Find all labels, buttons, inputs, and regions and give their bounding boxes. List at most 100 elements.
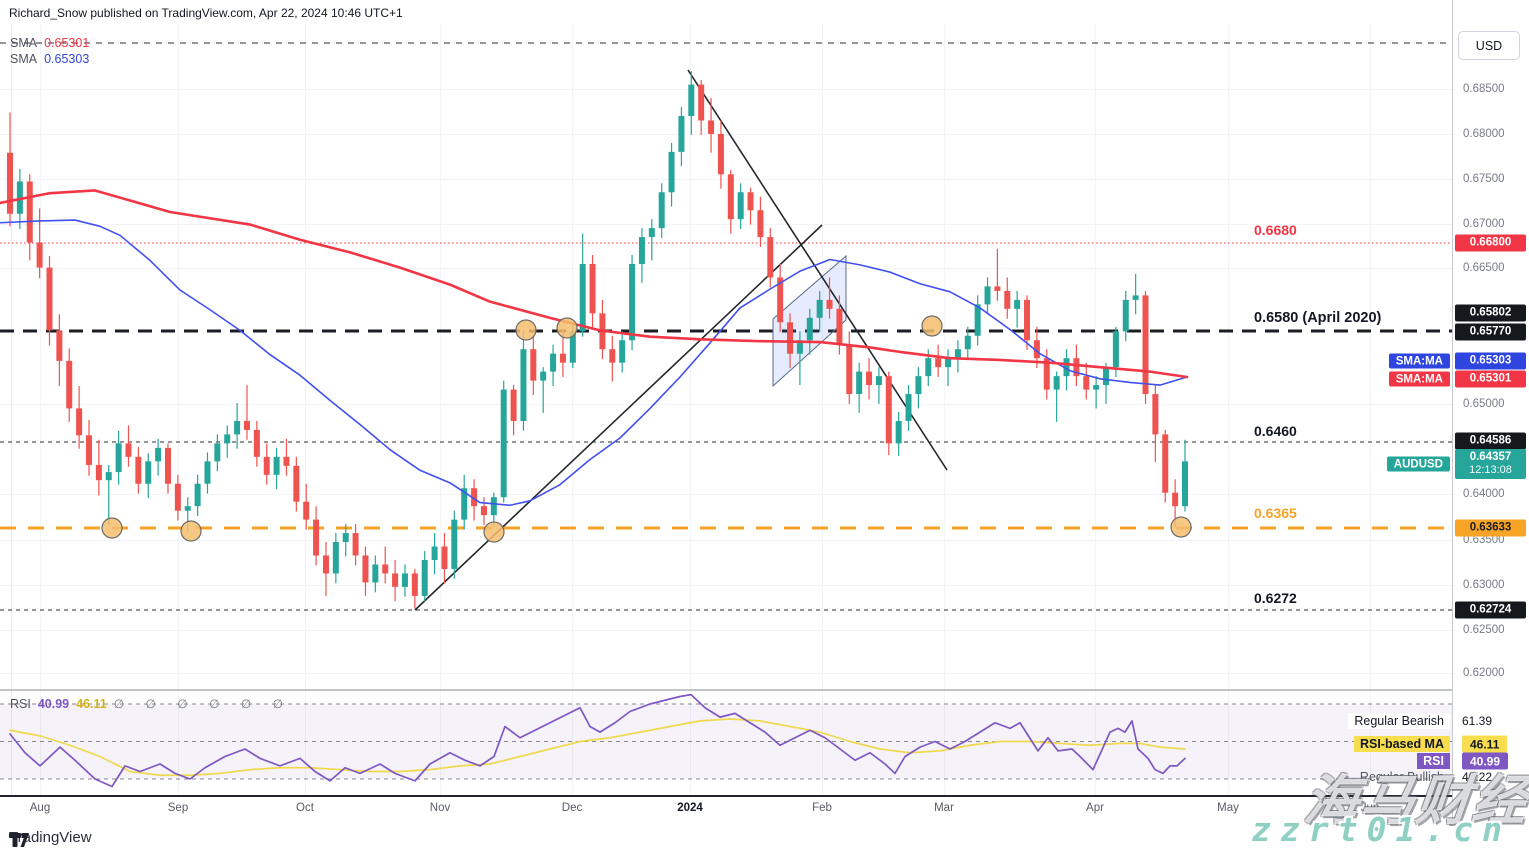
- candle-body: [125, 443, 132, 457]
- candle-body: [411, 573, 418, 596]
- time-axis-label: Apr: [1086, 802, 1104, 814]
- price-line-badge: 0.62724: [1455, 601, 1526, 619]
- candle-body: [727, 174, 734, 220]
- time-axis-label: Mar: [934, 802, 954, 814]
- candle-body: [530, 349, 537, 381]
- candle-body: [698, 84, 705, 121]
- rsi-axis-value: 46.11: [1462, 735, 1508, 753]
- candle-body: [76, 408, 83, 436]
- candle-body: [1093, 385, 1100, 390]
- candle-body: [401, 573, 408, 587]
- candle-body: [1033, 340, 1040, 359]
- candle-body: [135, 456, 142, 484]
- rsi-level-chip: RSI: [1417, 753, 1450, 769]
- candle-body: [441, 546, 448, 569]
- level-touch-circle-marker[interactable]: [180, 520, 202, 542]
- candle-body: [915, 376, 922, 395]
- rsi-legend-row[interactable]: RSI 40.99 46.11 ∅ ∅ ∅ ∅ ∅ ∅: [10, 697, 292, 711]
- candle-body: [875, 376, 882, 386]
- candle-body: [954, 349, 961, 359]
- candle-body: [1004, 290, 1011, 309]
- sma-label: SMA: [10, 52, 38, 66]
- indicator-name-chip: SMA:MA: [1388, 371, 1450, 387]
- indicator-name-chip: SMA:MA: [1388, 353, 1450, 369]
- level-touch-circle-marker[interactable]: [1170, 516, 1192, 538]
- candle-body: [1122, 299, 1129, 332]
- candle-body: [382, 564, 389, 574]
- candle-body: [737, 192, 744, 220]
- sma-legend-row-2[interactable]: SMA 0.65303: [10, 52, 89, 66]
- price-axis-tick: 0.65000: [1463, 398, 1505, 410]
- time-axis-label: Sep: [167, 802, 189, 814]
- candle-body: [1014, 299, 1021, 309]
- candle-body: [826, 299, 833, 309]
- candle-body: [540, 371, 547, 381]
- candle-body: [1132, 295, 1139, 300]
- price-axis[interactable]: 0.68500 0.68000 0.67500 0.67000 0.66500 0.650…: [1452, 0, 1529, 822]
- price-line-badge: 0.65802: [1455, 304, 1526, 322]
- price-axis-tick: 0.64000: [1463, 488, 1505, 500]
- level-touch-circle-marker[interactable]: [101, 517, 123, 539]
- candle-body: [234, 420, 241, 435]
- price-level-label: 0.6365: [1254, 505, 1297, 521]
- tradingview-logo[interactable]: TradingView: [9, 829, 92, 847]
- candle-body: [204, 461, 211, 484]
- candle-body: [303, 501, 310, 520]
- candle-body: [658, 192, 665, 229]
- candle-body: [796, 340, 803, 354]
- price-axis-tick: 0.62000: [1463, 667, 1505, 679]
- candle-body: [263, 456, 270, 475]
- candle-body: [500, 389, 507, 498]
- candle-body: [609, 349, 616, 363]
- candle-body: [451, 519, 458, 569]
- candle-body: [480, 506, 487, 516]
- currency-toggle-button[interactable]: USD: [1458, 31, 1520, 60]
- candle-body: [885, 376, 892, 444]
- candle-body: [184, 506, 191, 511]
- candle-body: [56, 330, 63, 361]
- candle-body: [1073, 358, 1080, 377]
- sma-label: SMA: [10, 36, 38, 50]
- candle-body: [550, 353, 557, 372]
- candle-body: [66, 360, 73, 409]
- price-line-badge: 0.63633: [1455, 519, 1526, 537]
- descending-trendline[interactable]: [687, 69, 948, 471]
- price-axis-tick: 0.68500: [1463, 83, 1505, 95]
- candle-body: [243, 420, 250, 430]
- candle-body: [313, 519, 320, 556]
- level-touch-circle-marker[interactable]: [515, 319, 537, 341]
- candle-body: [579, 264, 586, 332]
- candle-body: [1083, 376, 1090, 390]
- candle-body: [520, 349, 527, 421]
- price-chart-canvas[interactable]: [0, 0, 1452, 822]
- watermark-site-url: zzrt01.cn: [1251, 810, 1511, 849]
- candle-body: [273, 456, 280, 475]
- candles-layer[interactable]: [7, 71, 1189, 609]
- price-line-badge: 0.65303: [1455, 352, 1526, 370]
- time-axis[interactable]: Aug Sep Oct Nov Dec 2024 Feb Mar Apr May Jun: [0, 795, 1452, 824]
- level-touch-circle-marker[interactable]: [556, 317, 578, 339]
- ascending-trendline[interactable]: [414, 224, 823, 611]
- candle-body: [925, 358, 932, 377]
- candle-body: [174, 483, 181, 511]
- sma-legend-row-1[interactable]: SMA 0.65301: [10, 36, 89, 50]
- rsi-axis-value: 61.39: [1462, 714, 1493, 728]
- rsi-value: 40.99: [37, 697, 70, 711]
- candle-body: [589, 264, 596, 314]
- candle-body: [964, 335, 971, 350]
- rsi-level-chip: Regular Bullish: [1359, 770, 1444, 784]
- time-axis-label: Jun: [1360, 802, 1380, 814]
- candle-body: [708, 120, 715, 134]
- level-touch-circle-marker[interactable]: [921, 315, 943, 337]
- level-touch-circle-marker[interactable]: [483, 521, 505, 543]
- candle-body: [856, 371, 863, 395]
- candle-body: [638, 237, 645, 265]
- tradingview-logo-icon: [9, 833, 29, 847]
- candle-body: [836, 308, 843, 345]
- candle-body: [1063, 358, 1070, 377]
- price-axis-tick: 0.68000: [1463, 128, 1505, 140]
- candle-body: [935, 358, 942, 368]
- candle-body: [85, 435, 92, 465]
- candle-body: [648, 228, 655, 238]
- candle-body: [806, 317, 813, 341]
